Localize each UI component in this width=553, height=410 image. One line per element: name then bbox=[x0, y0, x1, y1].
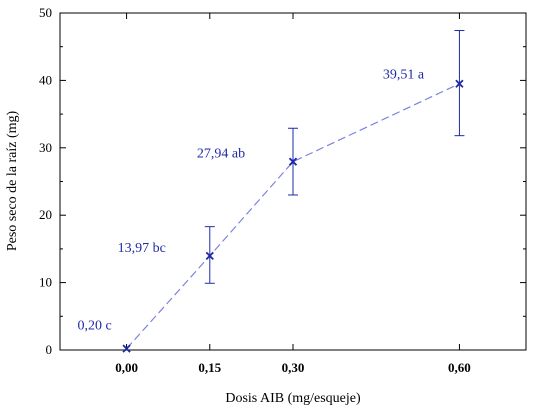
data-label: 27,94 ab bbox=[197, 147, 245, 162]
data-point-marker bbox=[455, 79, 464, 88]
x-axis-title: Dosis AIB (mg/esqueje) bbox=[225, 391, 361, 406]
series-line bbox=[126, 83, 460, 350]
data-point-marker bbox=[122, 344, 131, 353]
y-tick-label: 10 bbox=[39, 275, 52, 290]
data-label: 0,20 c bbox=[77, 319, 111, 334]
data-point-marker bbox=[205, 251, 214, 260]
data-label: 39,51 a bbox=[383, 68, 425, 83]
x-axis: 0,00 0,15 0,30 0,60 bbox=[115, 13, 471, 375]
y-axis-title: Peso seco de la raíz (mg) bbox=[5, 110, 20, 251]
data-point-marker bbox=[288, 157, 298, 166]
y-axis: 0 10 20 30 40 50 bbox=[39, 5, 526, 357]
y-tick-label: 50 bbox=[39, 5, 52, 20]
x-tick-label: 0,15 bbox=[198, 360, 221, 375]
data-label: 13,97 bc bbox=[118, 241, 166, 256]
x-tick-label: 0,60 bbox=[448, 360, 471, 375]
plot-area-group: 0 10 20 30 40 50 0,00 0,15 0,30 0,60 0,20 c 13,97… bbox=[39, 5, 527, 375]
x-tick-label: 0,00 bbox=[115, 360, 138, 375]
y-tick-label: 30 bbox=[39, 140, 52, 155]
y-tick-label: 20 bbox=[39, 207, 52, 222]
x-tick-label: 0,30 bbox=[282, 360, 305, 375]
series-layer: 0,20 c 13,97 bc 27,94 ab 39,51 a bbox=[77, 30, 465, 353]
y-tick-label: 40 bbox=[39, 72, 52, 87]
y-tick-label: 0 bbox=[46, 342, 53, 357]
